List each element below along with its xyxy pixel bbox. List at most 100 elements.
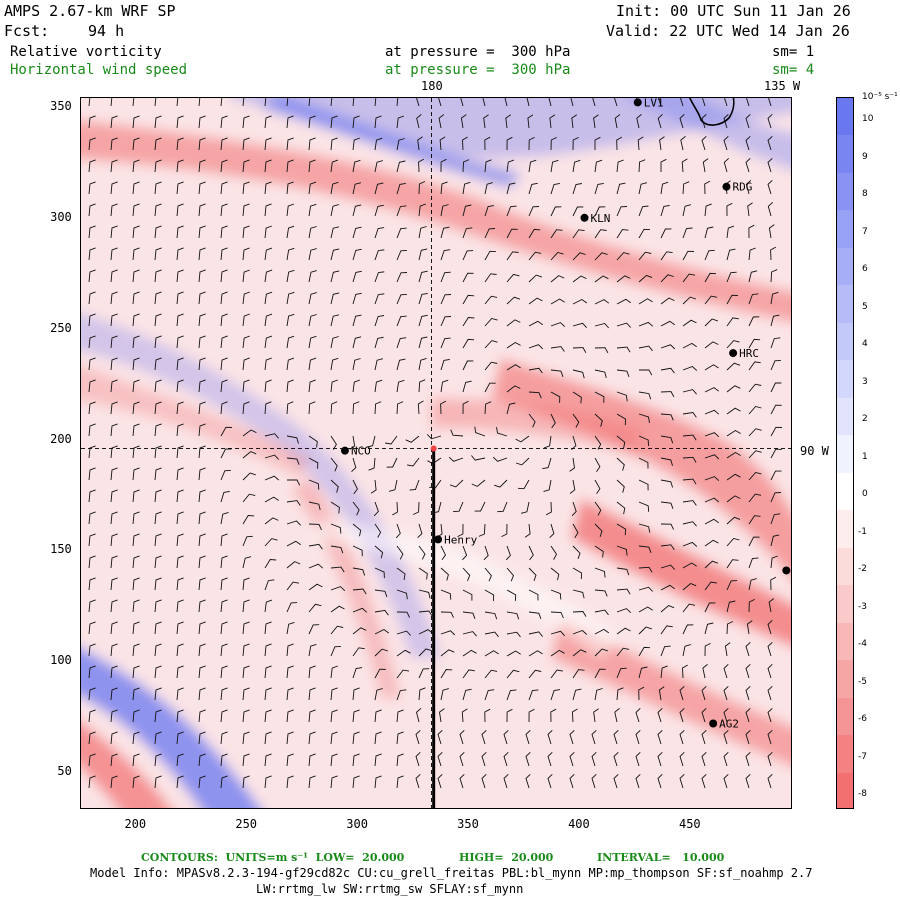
wind-barb <box>264 687 272 701</box>
wind-barb <box>154 489 162 503</box>
wind-barb <box>88 753 96 767</box>
wind-barb <box>660 625 673 635</box>
wind-barb <box>308 98 311 107</box>
coastline-segment <box>689 98 735 126</box>
wind-barb <box>264 433 279 439</box>
wind-barb <box>88 181 96 195</box>
wind-barb <box>132 555 140 569</box>
wind-barb <box>613 773 619 789</box>
y-tick-label: 100 <box>50 653 72 668</box>
wind-barb <box>550 567 560 581</box>
wind-barb <box>704 387 720 393</box>
wind-barb <box>198 731 206 745</box>
wind-barb <box>704 272 717 283</box>
wind-barb <box>506 273 520 283</box>
station-lv1: LV1 <box>633 98 664 109</box>
wind-barb <box>638 545 652 553</box>
wind-barb <box>506 364 521 371</box>
wind-barb <box>198 137 206 151</box>
wind-barb <box>547 751 553 767</box>
wind-barb <box>517 479 530 490</box>
wind-barb <box>748 338 761 349</box>
wind-barb <box>154 533 162 547</box>
field-1-smoothing: sm= 1 <box>772 44 815 60</box>
wind-barb <box>572 567 583 580</box>
wind-barb <box>352 182 362 195</box>
colorbar-segment <box>837 435 853 474</box>
wind-barb <box>657 751 663 767</box>
wind-barb <box>110 313 118 327</box>
wind-barb <box>154 203 162 217</box>
wind-barb <box>88 247 96 261</box>
colorbar-segment <box>837 247 853 287</box>
wind-barb <box>110 599 118 613</box>
wind-barb <box>550 346 565 352</box>
wind-barb <box>220 426 232 437</box>
wind-barb <box>264 579 275 591</box>
meridian-135w-label: 135 W <box>764 79 801 93</box>
wind-barb <box>770 576 777 591</box>
wind-barb <box>572 629 588 635</box>
wind-barb <box>286 247 295 261</box>
wind-barb <box>374 293 385 305</box>
wind-barb <box>594 523 603 537</box>
wind-barb <box>543 479 552 493</box>
wind-barb <box>374 567 385 579</box>
wind-barb <box>484 689 495 701</box>
wind-barb <box>374 668 386 679</box>
wind-barb <box>503 773 509 789</box>
wind-barb <box>426 434 442 440</box>
wind-barb <box>416 114 422 129</box>
wind-barb <box>660 665 668 679</box>
wind-barb <box>528 136 535 151</box>
wind-barb <box>660 584 675 591</box>
wind-barb <box>220 687 228 701</box>
wind-barb <box>352 401 360 415</box>
wind-barb <box>286 520 302 526</box>
wind-barb <box>374 204 384 217</box>
vorticity-band-6 <box>571 498 791 646</box>
colorbar-segment <box>837 360 853 399</box>
wind-barb <box>572 545 581 559</box>
wind-barb <box>220 401 228 415</box>
wind-barb <box>748 471 762 481</box>
wind-barb <box>528 545 534 561</box>
wind-barb <box>374 589 388 598</box>
wind-barb <box>396 160 406 173</box>
wind-barb <box>352 647 365 657</box>
wind-barb <box>682 273 696 283</box>
colorbar-segment <box>837 397 853 437</box>
wind-barb <box>132 533 140 547</box>
map-plot-area[interactable]: RDG KLN HRC NCO Henry AG2 LV1 <box>80 97 792 809</box>
colorbar-label: 4 <box>862 339 868 350</box>
wind-barb <box>616 457 625 471</box>
wind-barb <box>242 515 255 525</box>
wind-barb <box>660 251 673 261</box>
wind-barb <box>528 159 537 173</box>
wind-barb <box>723 135 729 151</box>
wind-barb <box>660 274 674 283</box>
x-tick-label: 200 <box>124 817 147 831</box>
wind-barb <box>462 380 472 393</box>
wind-barb <box>660 435 674 444</box>
wind-barb <box>459 729 465 745</box>
wind-barb <box>572 275 587 283</box>
wind-barb <box>726 407 741 415</box>
vorticity-band-1 <box>231 98 791 158</box>
wind-barb <box>745 663 751 679</box>
wind-barb <box>528 251 542 261</box>
wind-barb <box>88 665 96 679</box>
wind-barb <box>220 555 228 569</box>
wind-barb <box>770 291 779 305</box>
wind-barb <box>220 115 228 129</box>
wind-barb <box>110 489 118 503</box>
wind-barb <box>154 599 162 613</box>
wind-barb <box>594 347 609 354</box>
wind-barb <box>462 272 474 283</box>
wind-barb <box>418 589 431 599</box>
wind-barb <box>413 501 420 515</box>
vorticity-band-2 <box>261 98 521 188</box>
wind-barb <box>450 429 464 437</box>
wind-barb <box>198 489 206 503</box>
wind-barb <box>386 457 398 468</box>
